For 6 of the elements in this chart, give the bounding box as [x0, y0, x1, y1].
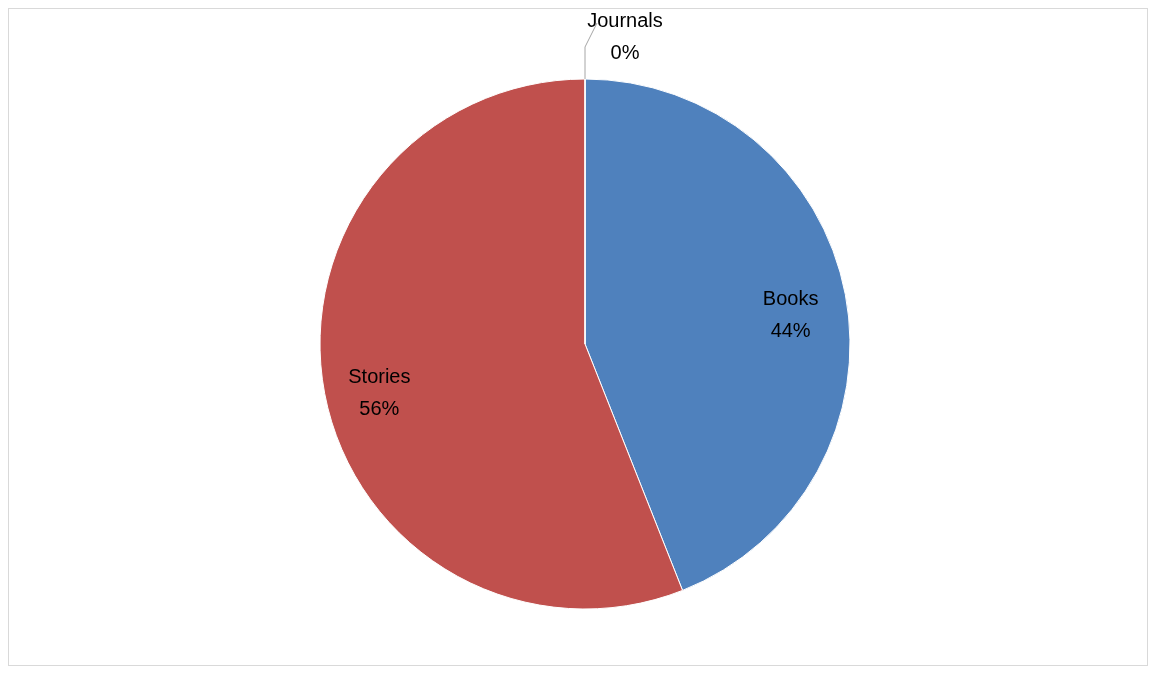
data-label: 56% — [359, 397, 400, 420]
text: 0% — [610, 41, 640, 63]
slice-label: Stories — [348, 365, 411, 388]
data-label: 44% — [770, 318, 811, 341]
category-label: Journals — [587, 9, 663, 31]
slice-label: Books — [762, 286, 819, 309]
